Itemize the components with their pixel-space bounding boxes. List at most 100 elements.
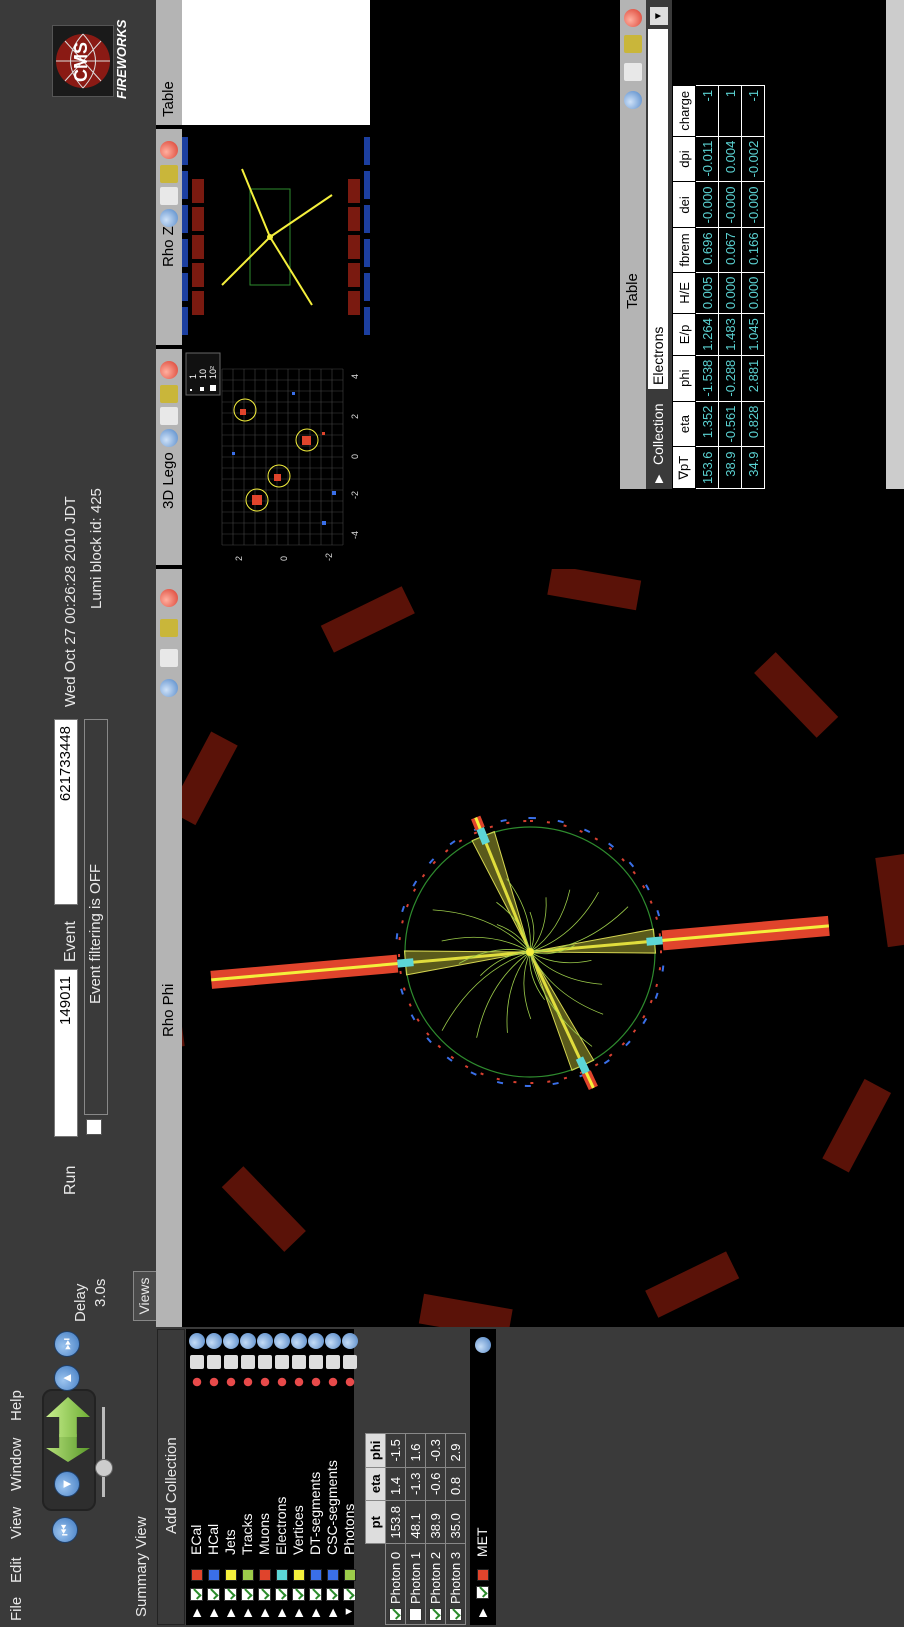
menu-edit[interactable]: Edit (8, 1557, 25, 1583)
met-checkbox[interactable] (476, 1586, 489, 1599)
collection-color-swatch[interactable] (191, 1569, 203, 1581)
table-icon[interactable] (207, 1355, 221, 1369)
filter-checkbox[interactable] (86, 1119, 102, 1135)
photon-1-checkbox[interactable] (409, 1608, 422, 1621)
table-row[interactable]: Photon 1 48.1 -1.3 1.6 (405, 1433, 426, 1625)
table-icon[interactable] (309, 1355, 323, 1369)
filter-icon[interactable] (275, 1375, 289, 1389)
collection-checkbox[interactable] (258, 1588, 271, 1601)
table-icon[interactable] (190, 1355, 204, 1369)
col-phi[interactable]: phi (672, 355, 696, 402)
expand-icon[interactable]: ▶ (208, 1608, 220, 1617)
delay-slider-thumb[interactable] (95, 1459, 113, 1477)
info-icon[interactable] (206, 1333, 222, 1349)
collection-color-swatch[interactable] (276, 1569, 288, 1581)
collection-color-swatch[interactable] (310, 1569, 322, 1581)
table-icon[interactable] (292, 1355, 306, 1369)
collection-color-swatch[interactable] (293, 1569, 305, 1581)
rhophi-undock-icon[interactable] (160, 649, 178, 667)
table-icon[interactable] (258, 1355, 272, 1369)
lego-close-icon[interactable] (160, 361, 178, 379)
table-icon[interactable] (241, 1355, 255, 1369)
info-icon[interactable] (274, 1333, 290, 1349)
collection-checkbox[interactable] (190, 1588, 203, 1601)
filter-status[interactable]: Event filtering is OFF (84, 719, 108, 1115)
tab-views[interactable]: Views (133, 1271, 156, 1321)
expand-icon[interactable]: ▶ (310, 1608, 322, 1617)
rhophi-close-icon[interactable] (160, 589, 178, 607)
filter-icon[interactable] (343, 1375, 357, 1389)
col-eta[interactable]: eta (672, 401, 696, 447)
col-pt[interactable]: ∇pT (672, 446, 696, 489)
rhoz-undock-icon[interactable] (160, 187, 178, 205)
expand-icon[interactable]: ▶ (225, 1608, 237, 1617)
collection-color-swatch[interactable] (225, 1569, 237, 1581)
collection-select[interactable]: Electrons (648, 29, 668, 389)
collection-checkbox[interactable] (292, 1588, 305, 1601)
table-row[interactable]: 38.9 -0.561 -0.288 1.483 0.000 0.067 -0.000 0.0… (718, 85, 742, 489)
table-row[interactable]: Photon 3 35.0 0.8 2.9 (445, 1433, 466, 1625)
info-icon[interactable] (189, 1333, 205, 1349)
collection-dropdown-icon[interactable]: ▼ (650, 7, 668, 25)
collection-checkbox[interactable] (343, 1588, 356, 1601)
info-icon[interactable] (257, 1333, 273, 1349)
met-info-icon[interactable] (475, 1337, 491, 1353)
expand-icon[interactable]: ▶ (276, 1608, 288, 1617)
photon-header-eta[interactable]: eta (365, 1467, 386, 1501)
collection-color-swatch[interactable] (208, 1569, 220, 1581)
expand-icon[interactable]: ▼ (343, 1606, 355, 1617)
last-event-button[interactable]: ⏭ (54, 1331, 80, 1357)
expand-icon[interactable]: ▶ (191, 1608, 203, 1617)
collection-color-swatch[interactable] (259, 1569, 271, 1581)
table-info-icon[interactable] (624, 91, 642, 109)
collection-color-swatch[interactable] (242, 1569, 254, 1581)
collection-checkbox[interactable] (224, 1588, 237, 1601)
filter-icon[interactable] (326, 1375, 340, 1389)
info-icon[interactable] (342, 1333, 358, 1349)
table-undock-icon[interactable] (624, 63, 642, 81)
filter-icon[interactable] (241, 1375, 255, 1389)
collection-row-photons[interactable]: ▼ Photons (341, 1325, 361, 1625)
rhoz-close-icon[interactable] (160, 141, 178, 159)
table-row[interactable]: 153.6 1.352 -1.538 1.264 0.005 0.696 -0.000 -0.… (695, 85, 719, 489)
info-icon[interactable] (325, 1333, 341, 1349)
collection-checkbox[interactable] (275, 1588, 288, 1601)
rhophi-view[interactable] (182, 569, 904, 1327)
collection-color-swatch[interactable] (327, 1569, 339, 1581)
info-icon[interactable] (291, 1333, 307, 1349)
rhoz-maximize-icon[interactable] (160, 165, 178, 183)
photon-header-phi[interactable]: phi (365, 1433, 386, 1468)
menu-view[interactable]: View (8, 1506, 25, 1539)
next-event-button[interactable]: ▲ (54, 1365, 80, 1391)
col-fbrem[interactable]: fbrem (672, 227, 696, 273)
collection-expand-icon[interactable]: ▶ (653, 474, 665, 483)
photon-header-pt[interactable]: pt (365, 1500, 386, 1544)
table-icon[interactable] (326, 1355, 340, 1369)
table-scrollbar[interactable] (886, 0, 904, 489)
filter-icon[interactable] (224, 1375, 238, 1389)
table-close-icon[interactable] (624, 9, 642, 27)
expand-icon[interactable]: ▶ (293, 1608, 305, 1617)
table-row[interactable]: 34.9 0.828 2.881 1.045 0.000 0.166 -0.000 -0.00… (741, 85, 765, 489)
expand-icon[interactable]: ▶ (242, 1608, 254, 1617)
add-collection-button[interactable]: Add Collection (157, 1329, 185, 1625)
col-he[interactable]: H/E (672, 272, 696, 314)
filter-icon[interactable] (292, 1375, 306, 1389)
menu-help[interactable]: Help (8, 1390, 25, 1421)
table-icon[interactable] (224, 1355, 238, 1369)
photon-0-checkbox[interactable] (389, 1608, 402, 1621)
run-field[interactable]: 149011 (54, 969, 78, 1137)
lego-maximize-icon[interactable] (160, 385, 178, 403)
lego-view[interactable]: -4 -2 0 2 4 2 0 -2 1 10 10² (182, 349, 370, 565)
rhophi-info-icon[interactable] (160, 679, 178, 697)
rhophi-maximize-icon[interactable] (160, 619, 178, 637)
collection-checkbox[interactable] (207, 1588, 220, 1601)
collection-color-swatch[interactable] (344, 1569, 356, 1581)
col-charge[interactable]: charge (672, 85, 696, 137)
info-icon[interactable] (240, 1333, 256, 1349)
collection-checkbox[interactable] (326, 1588, 339, 1601)
event-field[interactable]: 621733448 (54, 719, 78, 905)
col-ep[interactable]: E/p (672, 313, 696, 356)
lego-undock-icon[interactable] (160, 407, 178, 425)
collection-checkbox[interactable] (309, 1588, 322, 1601)
